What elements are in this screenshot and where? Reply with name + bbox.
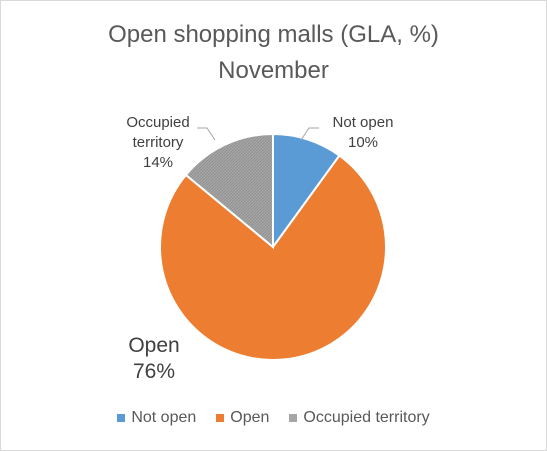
pie-slice-occupied-territory <box>184 132 274 250</box>
legend-item-occupied-territory: Occupied territory <box>289 409 430 427</box>
legend-swatch-occupied-territory <box>289 414 298 422</box>
chart-subtitle: November <box>218 57 329 84</box>
leader-line-not-open <box>300 127 319 141</box>
data-label-open: Open 76% <box>128 334 179 383</box>
pie-slice-open <box>159 154 387 361</box>
data-label-occupied-territory: Occupied territory 14% <box>126 114 189 171</box>
legend-item-open: Open <box>216 409 269 427</box>
data-label-not-open: Not open 10% <box>333 114 394 151</box>
chart-title: Open shopping malls (GLA, %) <box>108 21 439 48</box>
legend: Not open Open Occupied territory <box>1 409 546 427</box>
legend-item-not-open: Not open <box>117 409 196 427</box>
pie-slice-not-open <box>272 132 341 251</box>
legend-label-open: Open <box>230 409 270 426</box>
legend-label-occupied-territory: Occupied territory <box>303 409 430 426</box>
legend-swatch-not-open <box>117 414 126 422</box>
leader-line-occupied-territory <box>197 127 216 141</box>
legend-label-not-open: Not open <box>131 409 197 426</box>
legend-swatch-open <box>216 414 225 422</box>
